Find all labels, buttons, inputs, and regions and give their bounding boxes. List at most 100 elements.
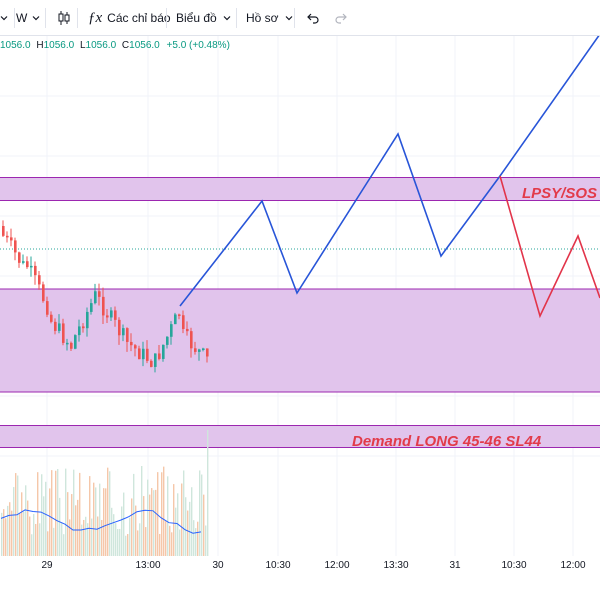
- volume-bar: [161, 472, 163, 556]
- candle-body: [186, 328, 189, 332]
- volume-bar: [93, 482, 95, 556]
- close-value: 1056.0: [129, 40, 160, 51]
- candle-body: [86, 311, 89, 329]
- volume-bar: [145, 527, 147, 556]
- volume-bar: [207, 430, 209, 556]
- chevron-down-icon: [223, 16, 231, 21]
- candle-body: [146, 348, 149, 361]
- volume-bar: [23, 511, 25, 556]
- time-tick: 13:00: [135, 560, 160, 571]
- candle-body: [154, 353, 157, 367]
- chevron-down-icon: [0, 16, 8, 21]
- undo-icon: [307, 13, 319, 24]
- time-tick: 10:30: [265, 560, 290, 571]
- candle-body: [114, 310, 117, 320]
- redo-button[interactable]: [330, 0, 352, 36]
- volume-bar: [175, 507, 177, 556]
- candle-body: [102, 296, 105, 316]
- volume-bar: [197, 521, 199, 556]
- volume-bar: [37, 472, 39, 556]
- interval-dropdown[interactable]: [28, 0, 44, 36]
- candle-body: [10, 237, 13, 241]
- volume-bar: [109, 471, 111, 556]
- volume-bar: [101, 519, 103, 556]
- candle-body: [182, 315, 185, 329]
- volume-bar: [107, 467, 109, 556]
- volume-ma-line: [0, 509, 202, 534]
- profile-button[interactable]: Hồ sơ: [242, 0, 297, 36]
- volume-bar: [153, 490, 155, 556]
- volume-bar: [199, 470, 201, 556]
- volume-bar: [33, 514, 35, 556]
- candle-body: [50, 314, 53, 322]
- chevron-down-icon: [285, 16, 292, 21]
- projection-path-red[interactable]: [499, 175, 600, 319]
- volume-bar: [29, 516, 31, 556]
- volume-bar: [5, 518, 7, 556]
- time-tick: 12:00: [560, 560, 585, 571]
- candle-body: [66, 342, 69, 345]
- volume-bar: [123, 492, 125, 556]
- candles-icon: [58, 11, 70, 25]
- volume-bar: [31, 534, 33, 556]
- candle-body: [46, 301, 49, 315]
- volume-bar: [1, 512, 3, 556]
- candle-body: [58, 323, 61, 331]
- volume-bar: [71, 494, 73, 556]
- indicators-button[interactable]: ƒx Các chỉ báo: [84, 0, 175, 36]
- volume-bar: [113, 514, 115, 556]
- volume-bar: [45, 481, 47, 556]
- projection-path-blue[interactable]: [179, 36, 600, 307]
- candle-body: [98, 291, 101, 297]
- high-value: 1056.0: [43, 40, 75, 51]
- volume-bar: [87, 523, 89, 556]
- volume-bars: [1, 430, 209, 556]
- candle-body: [94, 291, 97, 304]
- volume-bar: [41, 474, 43, 556]
- volume-bar: [185, 497, 187, 556]
- lpsy-sos-label: LPSY/SOS: [522, 185, 597, 202]
- candle-body: [142, 348, 145, 360]
- volume-bar: [111, 507, 113, 556]
- candle-style-button[interactable]: [52, 0, 76, 36]
- interval-button[interactable]: W: [10, 0, 33, 36]
- chart-type-button[interactable]: Biểu đồ: [172, 0, 235, 36]
- volume-bar: [39, 523, 41, 556]
- undo-button[interactable]: [302, 0, 324, 36]
- candle-body: [42, 284, 45, 302]
- price-chart[interactable]: LPSY/SOS Demand LONG 45-46 SL44 29 13:00…: [0, 36, 600, 600]
- zone-demand[interactable]: [0, 425, 600, 448]
- volume-bar: [143, 496, 145, 556]
- volume-bar: [195, 528, 197, 556]
- volume-bar: [205, 525, 207, 556]
- candle-body: [202, 348, 205, 350]
- time-tick: 29: [41, 560, 53, 571]
- candle-body: [34, 265, 37, 276]
- volume-bar: [75, 505, 77, 556]
- open-value: 1056.0: [0, 40, 31, 51]
- candle-body: [158, 353, 161, 359]
- candle-body: [122, 328, 125, 336]
- interval-label: W: [16, 11, 28, 25]
- volume-bar: [125, 535, 127, 556]
- time-tick: 30: [212, 560, 224, 571]
- candle-body: [14, 240, 17, 253]
- volume-bar: [27, 500, 29, 556]
- volume-bar: [47, 531, 49, 556]
- symbol-dropdown-chevron[interactable]: [0, 0, 10, 36]
- volume-bar: [81, 524, 83, 556]
- candle-body: [18, 252, 21, 263]
- volume-bar: [11, 510, 13, 556]
- toolbar-divider: [166, 8, 167, 28]
- volume-bar: [135, 505, 137, 556]
- volume-bar: [9, 502, 11, 556]
- volume-bar: [191, 487, 193, 556]
- volume-bar: [173, 484, 175, 556]
- volume-bar: [73, 469, 75, 556]
- candle-body: [126, 328, 129, 342]
- time-tick: 13:30: [383, 560, 408, 571]
- zone-lpsy-sos[interactable]: [0, 177, 600, 201]
- volume-bar: [179, 529, 181, 556]
- candle-body: [194, 348, 197, 352]
- toolbar-divider: [14, 8, 15, 28]
